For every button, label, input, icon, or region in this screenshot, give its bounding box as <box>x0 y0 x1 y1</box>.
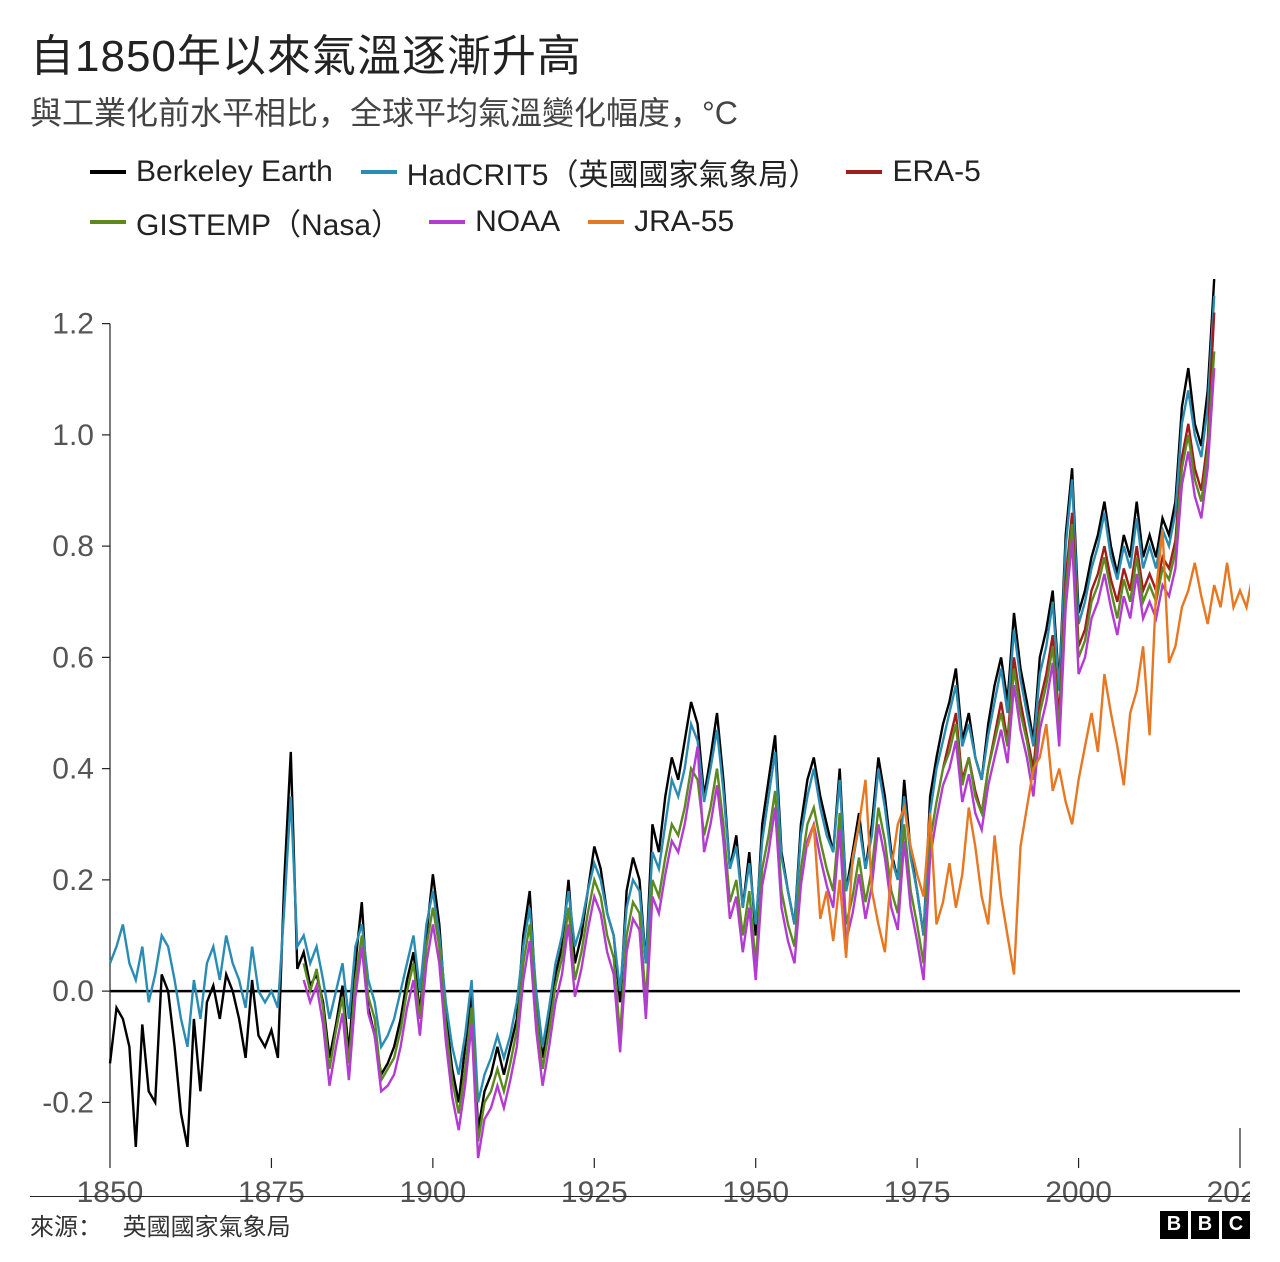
legend-label: NOAA <box>475 205 560 239</box>
legend-item-jra55: JRA-55 <box>588 200 734 244</box>
legend-swatch <box>361 170 397 174</box>
bbc-logo: BBC <box>1160 1211 1250 1239</box>
bbc-block: B <box>1191 1211 1219 1239</box>
legend-label: HadCRIT5（英國國家氣象局） <box>407 150 819 194</box>
series-berkeley <box>110 279 1214 1147</box>
legend-swatch <box>90 220 126 224</box>
chart-title: 自1850年以來氣溫逐漸升高 <box>30 20 1250 84</box>
chart-svg: -0.20.00.20.40.60.81.01.2185018751900192… <box>30 258 1250 1218</box>
legend-item-berkeley: Berkeley Earth <box>90 150 333 194</box>
legend-item-noaa: NOAA <box>429 200 560 244</box>
chart-container: 自1850年以來氣溫逐漸升高 與工業化前水平相比，全球平均氣溫變化幅度，°C B… <box>0 0 1280 1262</box>
footer: 來源： 英國國家氣象局 BBC <box>30 1196 1250 1242</box>
bbc-block: B <box>1160 1211 1188 1239</box>
legend-swatch <box>90 170 126 174</box>
svg-text:0.8: 0.8 <box>52 530 94 563</box>
legend: Berkeley Earth HadCRIT5（英國國家氣象局） ERA-5 GIST… <box>30 150 1250 250</box>
plot-area: -0.20.00.20.40.60.81.01.2185018751900192… <box>30 258 1250 1218</box>
bbc-block: C <box>1222 1211 1250 1239</box>
svg-text:1.2: 1.2 <box>52 308 94 341</box>
svg-text:-0.2: -0.2 <box>42 1086 94 1119</box>
legend-item-hadcrut: HadCRIT5（英國國家氣象局） <box>361 150 819 194</box>
legend-item-gistemp: GISTEMP（Nasa） <box>90 200 401 244</box>
legend-label: Berkeley Earth <box>136 155 333 189</box>
svg-text:0.2: 0.2 <box>52 864 94 897</box>
svg-text:0.6: 0.6 <box>52 641 94 674</box>
source-label: 來源： <box>30 1214 102 1241</box>
legend-swatch <box>429 220 465 224</box>
source-text: 來源： 英國國家氣象局 <box>30 1207 291 1242</box>
series-noaa <box>304 368 1214 1158</box>
legend-item-era5: ERA-5 <box>846 150 980 194</box>
series-hadcrut <box>110 296 1214 1103</box>
svg-text:0.4: 0.4 <box>52 753 94 786</box>
legend-label: JRA-55 <box>634 205 734 239</box>
svg-text:0.0: 0.0 <box>52 975 94 1008</box>
legend-swatch <box>846 170 882 174</box>
source-value: 英國國家氣象局 <box>123 1214 291 1241</box>
svg-text:1.0: 1.0 <box>52 419 94 452</box>
series-gistemp <box>304 351 1214 1141</box>
legend-label: GISTEMP（Nasa） <box>136 200 401 244</box>
legend-label: ERA-5 <box>892 155 980 189</box>
legend-swatch <box>588 220 624 224</box>
chart-subtitle: 與工業化前水平相比，全球平均氣溫變化幅度，°C <box>30 88 1250 134</box>
